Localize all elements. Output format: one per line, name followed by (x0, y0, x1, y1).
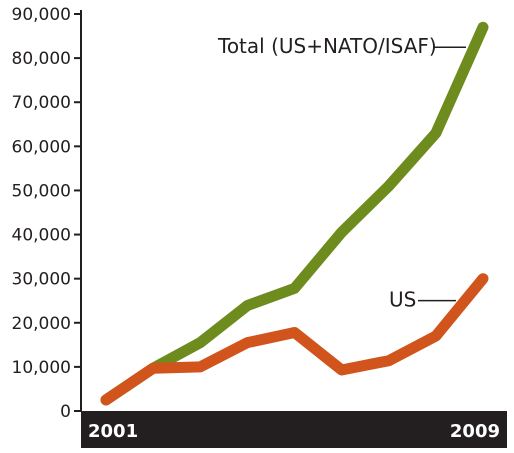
y-tick-label: 30,000 (12, 270, 71, 290)
x-tick-label: 2001 (88, 421, 138, 442)
series-label-us: US (389, 288, 416, 312)
y-tick-label: 80,000 (12, 49, 71, 69)
series-line-us (100, 273, 489, 406)
y-tick-label: 90,000 (12, 5, 71, 25)
y-tick-label: 60,000 (12, 137, 71, 157)
y-tick-label: 50,000 (12, 181, 71, 201)
y-tick-label: 70,000 (12, 93, 71, 113)
y-tick-label: 10,000 (12, 358, 71, 378)
y-tick-label: 0 (60, 402, 71, 422)
series-line-total (100, 21, 489, 406)
x-tick-label: 2009 (450, 421, 500, 442)
series-label-total: Total (US+NATO/ISAF) (217, 34, 437, 58)
series-labels: Total (US+NATO/ISAF) US (217, 34, 466, 312)
y-axis: 0 10,000 20,000 30,000 40,000 50,000 60,000 70,… (12, 5, 82, 422)
y-tick-label: 20,000 (12, 314, 71, 334)
y-tick-label: 40,000 (12, 226, 71, 246)
x-axis: 2001 2009 (81, 411, 507, 448)
x-axis-bar (81, 411, 507, 448)
series-layer (100, 21, 489, 406)
